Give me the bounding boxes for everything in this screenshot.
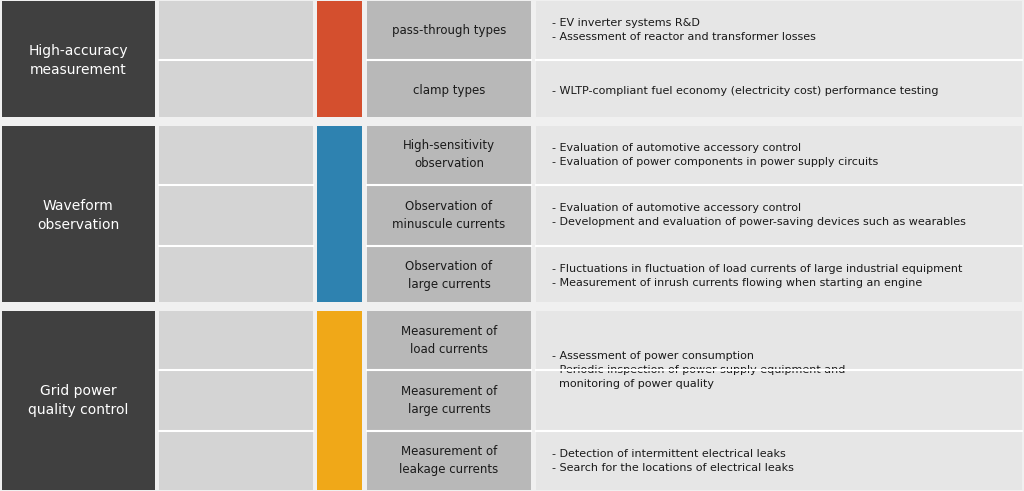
Text: Waveform
observation: Waveform observation (37, 198, 120, 232)
Bar (367, 61, 531, 120)
Bar (159, 432, 313, 490)
Bar (159, 186, 313, 245)
Bar (2, 311, 155, 490)
Text: pass-through types: pass-through types (392, 24, 506, 37)
Text: Grid power
quality control: Grid power quality control (28, 383, 129, 417)
Bar (0, 117, 1024, 121)
Text: clamp types: clamp types (413, 84, 485, 97)
Text: High-accuracy
measurement: High-accuracy measurement (29, 44, 128, 77)
Bar (159, 246, 313, 305)
Text: Measurement of
large currents: Measurement of large currents (401, 385, 497, 416)
Text: - EV inverter systems R&D
- Assessment of reactor and transformer losses: - EV inverter systems R&D - Assessment o… (552, 18, 816, 42)
Text: Measurement of
load currents: Measurement of load currents (401, 325, 497, 355)
Bar (159, 311, 313, 369)
Bar (367, 1, 531, 59)
Text: Observation of
minuscule currents: Observation of minuscule currents (392, 200, 506, 231)
Bar (367, 311, 531, 369)
Bar (367, 126, 531, 184)
Text: - Assessment of power consumption
- Periodic inspection of power supply equipmen: - Assessment of power consumption - Peri… (552, 351, 845, 389)
Text: Measurement of
leakage currents: Measurement of leakage currents (399, 445, 499, 476)
Bar (317, 311, 362, 490)
Text: - Evaluation of automotive accessory control
- Development and evaluation of pow: - Evaluation of automotive accessory con… (552, 203, 966, 227)
Bar (536, 186, 1022, 245)
Bar (2, 1, 155, 120)
Bar (159, 1, 313, 59)
Text: High-sensitivity
observation: High-sensitivity observation (403, 139, 495, 170)
Bar (0, 302, 1024, 306)
Bar (536, 126, 1022, 184)
Text: - Fluctuations in fluctuation of load currents of large industrial equipment
- M: - Fluctuations in fluctuation of load cu… (552, 264, 963, 288)
Bar (367, 186, 531, 245)
Bar (367, 371, 531, 430)
Bar (367, 432, 531, 490)
Bar (536, 432, 1022, 490)
Bar (159, 61, 313, 120)
Bar (317, 1, 362, 120)
Bar (159, 126, 313, 184)
Bar (2, 126, 155, 305)
Bar (536, 246, 1022, 305)
Bar (367, 246, 531, 305)
Text: - Detection of intermittent electrical leaks
- Search for the locations of elect: - Detection of intermittent electrical l… (552, 449, 794, 473)
Bar (536, 311, 1022, 430)
Text: Observation of
large currents: Observation of large currents (406, 260, 493, 291)
Text: - Evaluation of automotive accessory control
- Evaluation of power components in: - Evaluation of automotive accessory con… (552, 143, 879, 167)
Text: - WLTP-compliant fuel economy (electricity cost) performance testing: - WLTP-compliant fuel economy (electrici… (552, 85, 938, 96)
Bar (536, 61, 1022, 120)
Bar (317, 126, 362, 305)
Bar (159, 371, 313, 430)
Bar (536, 1, 1022, 59)
